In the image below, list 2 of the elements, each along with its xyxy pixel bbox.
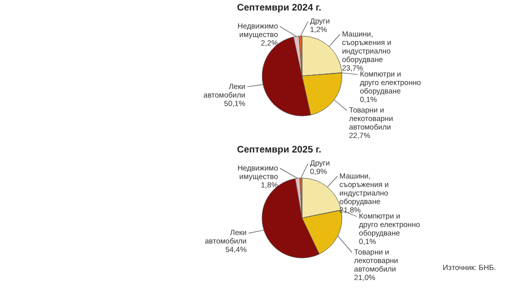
chart-title: Септември 2024 г. [237,2,322,14]
chart-title: Септември 2025 г. [237,144,322,156]
